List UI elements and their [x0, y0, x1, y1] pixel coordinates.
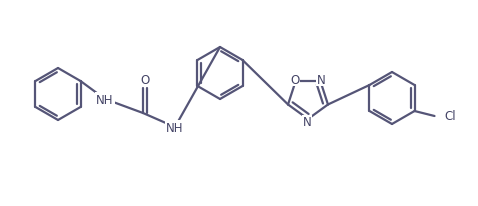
Text: Cl: Cl [445, 110, 456, 123]
Text: N: N [317, 73, 326, 86]
Text: NH: NH [96, 93, 114, 106]
Text: O: O [141, 73, 150, 86]
Text: O: O [290, 73, 299, 86]
Text: NH: NH [166, 121, 184, 134]
Text: N: N [303, 116, 311, 129]
